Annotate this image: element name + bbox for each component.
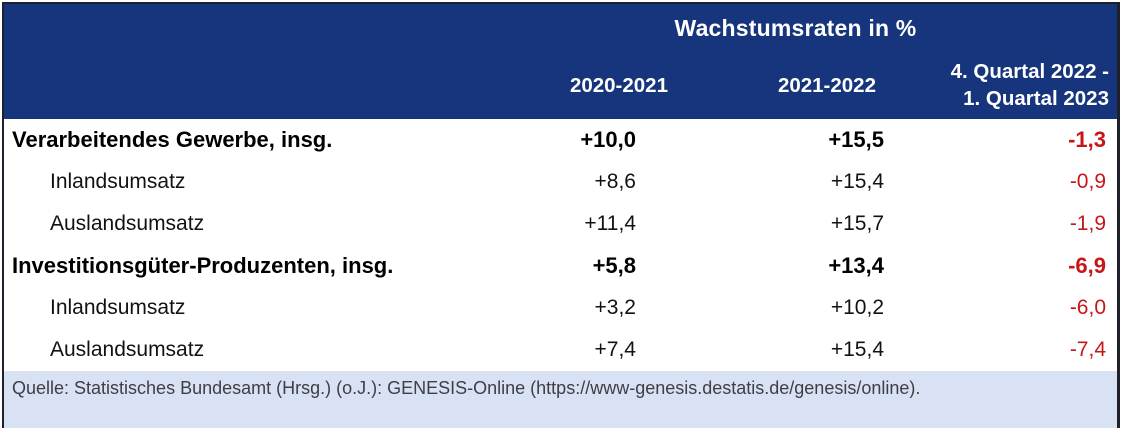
header-spacer-cell xyxy=(4,4,474,53)
column-header-row: 2020-2021 2021-2022 4. Quartal 2022 - 1.… xyxy=(4,53,1117,119)
table-footer: Quelle: Statistisches Bundesamt (Hrsg.) … xyxy=(4,371,1117,428)
growth-rates-table: Wachstumsraten in % 2020-2021 2021-2022 … xyxy=(4,4,1117,428)
column-header-quartal-2022-2023: 4. Quartal 2022 - 1. Quartal 2023 xyxy=(894,53,1117,119)
value-cell: -6,9 xyxy=(1068,253,1106,278)
value-cell: -6,0 xyxy=(1069,296,1106,319)
value-cell: +3,2 xyxy=(594,296,636,319)
source-note: Quelle: Statistisches Bundesamt (Hrsg.) … xyxy=(4,371,1117,428)
value-cell: +5,8 xyxy=(592,253,636,278)
value-cell: -1,9 xyxy=(1069,212,1106,235)
table-row-inlandsumsatz-2: Inlandsumsatz +3,2 +10,2 -6,0 xyxy=(4,287,1117,329)
table-row-inlandsumsatz-1: Inlandsumsatz +8,6 +15,4 -0,9 xyxy=(4,161,1117,203)
value-cell: +15,4 xyxy=(830,170,884,193)
value-cell: +15,7 xyxy=(830,212,884,235)
value-cell: +8,6 xyxy=(594,170,636,193)
value-cell: +11,4 xyxy=(584,212,636,235)
value-cell: -7,4 xyxy=(1069,338,1106,361)
value-cell: +13,4 xyxy=(828,253,884,278)
row-label: Investitionsgüter-Produzenten, insg. xyxy=(12,253,394,278)
table-body: Verarbeitendes Gewerbe, insg. +10,0 +15,… xyxy=(4,119,1117,371)
title-row: Wachstumsraten in % xyxy=(4,4,1117,53)
table-row-verarbeitendes-gewerbe: Verarbeitendes Gewerbe, insg. +10,0 +15,… xyxy=(4,119,1117,161)
column-header-2021-2022: 2021-2022 xyxy=(684,53,894,119)
row-label: Inlandsumsatz xyxy=(50,170,186,193)
header-spacer-cell xyxy=(4,53,474,119)
table-row-auslandsumsatz-2: Auslandsumsatz +7,4 +15,4 -7,4 xyxy=(4,329,1117,371)
table-row-investitionsgueter-produzenten: Investitionsgüter-Produzenten, insg. +5,… xyxy=(4,245,1117,287)
value-cell: +7,4 xyxy=(594,338,636,361)
table-header: Wachstumsraten in % 2020-2021 2021-2022 … xyxy=(4,4,1117,119)
value-cell: +15,5 xyxy=(828,127,884,152)
value-cell: +15,4 xyxy=(830,338,884,361)
value-cell: -1,3 xyxy=(1068,127,1106,152)
row-label: Auslandsumsatz xyxy=(50,212,205,235)
value-cell: +10,0 xyxy=(580,127,636,152)
value-cell: -0,9 xyxy=(1069,170,1106,193)
table-title: Wachstumsraten in % xyxy=(474,4,1117,53)
table-row-auslandsumsatz-1: Auslandsumsatz +11,4 +15,7 -1,9 xyxy=(4,203,1117,245)
value-cell: +10,2 xyxy=(830,296,884,319)
column-header-2020-2021: 2020-2021 xyxy=(474,53,684,119)
row-label: Auslandsumsatz xyxy=(50,338,205,361)
source-row: Quelle: Statistisches Bundesamt (Hrsg.) … xyxy=(4,371,1117,428)
row-label: Inlandsumsatz xyxy=(50,296,186,319)
row-label: Verarbeitendes Gewerbe, insg. xyxy=(12,127,333,152)
